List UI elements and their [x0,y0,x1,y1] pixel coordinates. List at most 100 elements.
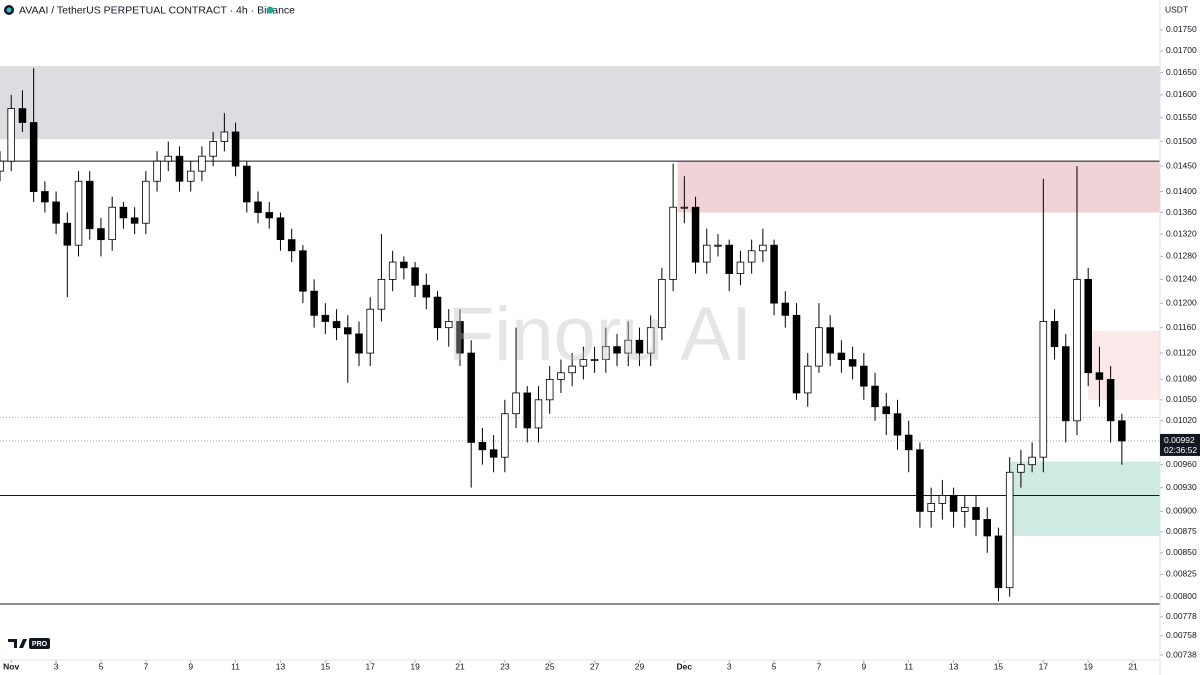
candle-body [287,239,296,252]
candle-body [927,503,935,512]
x-tick-label: 9 [861,661,866,671]
candle-body [983,519,991,537]
y-tick-label: 0.01200 [1166,297,1197,307]
x-tick-label: 19 [1083,661,1093,671]
y-tick-label: 0.01240 [1166,274,1197,284]
x-tick-label: 7 [817,661,822,671]
y-tick-label: 0.01020 [1166,415,1197,425]
candle-body [1118,420,1126,442]
x-tick-label: 13 [949,661,959,671]
x-tick-label: 19 [410,661,420,671]
x-tick-label: 11 [231,661,240,671]
candle-body [142,180,150,224]
y-tick-label: 0.01120 [1166,347,1196,357]
candle-body [186,170,195,182]
candle-body [344,327,352,335]
candle-body [624,339,633,354]
candle-body [377,278,386,310]
candle-body [534,399,543,429]
candle-body [882,406,891,415]
candle-body [680,206,689,209]
candle-body [332,321,341,329]
candle-body [97,228,105,241]
chart-title: AVAAI / TetherUS PERPETUAL CONTRACT · 4h… [19,4,295,16]
zone [677,161,1160,213]
candle-body [792,314,801,394]
y-tick-label: 0.00900 [1166,506,1197,516]
countdown: 02:36:52 [1164,445,1197,455]
y-tick-label: 0.00930 [1166,482,1197,492]
candle-body [613,346,621,354]
candle-body [646,327,655,354]
candle-body [1017,464,1025,473]
y-tick-label: 0.01500 [1166,136,1197,146]
candle-body [1061,346,1070,422]
plot-area [0,66,1160,605]
candle-body [299,250,307,292]
candle-body [63,222,72,246]
y-tick-label: 0.01550 [1166,112,1197,122]
y-tick-label: 0.01400 [1166,186,1197,196]
candle-body [478,442,487,451]
candle-body [961,506,969,512]
x-tick-label: 15 [321,661,331,671]
x-tick-label: 15 [994,661,1004,671]
y-tick-label: 0.00738 [1166,649,1197,659]
candle-body [725,244,733,274]
x-tick-label: 13 [276,661,286,671]
candle-body [837,352,846,360]
candle-body [456,321,464,354]
candle-body [29,122,38,192]
candle-body [276,217,285,241]
candle-body [815,327,823,367]
candle-body [658,278,666,329]
candle-body [119,206,128,219]
candle-body [400,261,408,269]
x-tick-label: 3 [727,661,732,671]
zone [1009,461,1160,536]
y-tick-label: 0.01080 [1166,374,1197,384]
candle-body [355,333,363,354]
y-tick-label: 0.01160 [1166,322,1196,332]
candle-body [220,131,229,142]
x-tick-label: 11 [904,661,913,671]
candle-body [1050,321,1059,348]
candle-body [422,284,431,298]
candle-body [209,141,217,157]
x-tick-label: 17 [1039,661,1049,671]
currency-label: USDT [1165,4,1188,14]
x-tick-label: 9 [188,661,193,671]
x-tick-label: 5 [99,661,104,671]
candle-body [691,206,700,263]
y-tick-label: 0.00778 [1166,611,1197,621]
zone [1088,330,1160,400]
y-tick-label: 0.00800 [1166,591,1197,601]
candle-body [254,201,262,213]
candle-body [243,165,251,203]
candle-body [388,261,397,280]
candle-body [52,201,60,224]
candle-body [512,392,520,415]
candle-body [545,379,554,401]
y-tick-label: 0.01360 [1166,207,1197,217]
candle-body [321,314,330,322]
y-tick-label: 0.00758 [1166,630,1197,640]
candle-body [703,244,711,263]
candle-body [568,365,576,374]
x-tick-label: 5 [772,661,777,671]
candle-body [904,434,913,451]
y-tick-label: 0.01650 [1166,67,1197,77]
candle-body [175,155,184,182]
x-tick-label: 25 [545,661,555,671]
candle-body [590,359,599,361]
candle-body [826,327,834,354]
candle-body [231,131,240,167]
x-tick-label: 27 [590,661,600,671]
y-tick-label: 0.00875 [1166,526,1197,536]
zone [0,66,1160,140]
candle-body [366,308,374,354]
candle-body [489,449,498,458]
candle-body [1005,471,1014,589]
